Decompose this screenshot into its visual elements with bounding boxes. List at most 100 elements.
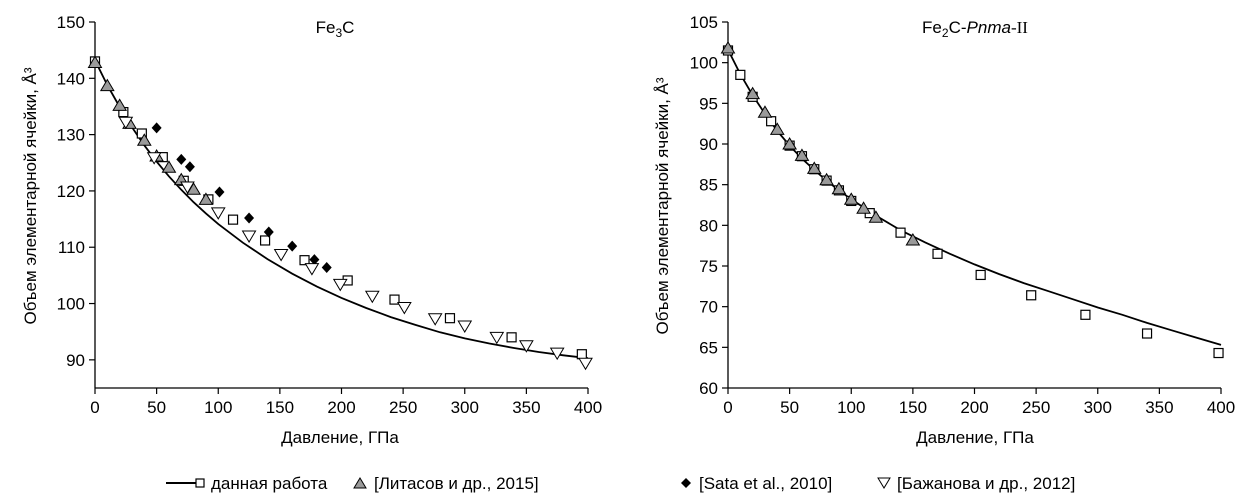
y-tick-label: 140 — [57, 69, 85, 88]
x-tick-label: 150 — [266, 398, 294, 417]
series-square-line — [89, 56, 589, 360]
data-point-triangle-down — [210, 207, 226, 220]
data-point-triangle — [757, 105, 773, 118]
x-tick-label: 250 — [1022, 398, 1050, 417]
data-point-square — [975, 269, 986, 281]
x-tick-label: 100 — [204, 398, 232, 417]
data-point-square — [389, 294, 400, 305]
x-tick-label: 0 — [723, 398, 732, 417]
data-point-square — [1213, 347, 1224, 359]
data-point-diamond — [244, 212, 255, 224]
legend-triangle-marker — [353, 477, 367, 489]
series-triangle-down-open — [118, 116, 593, 371]
data-point-square — [766, 116, 777, 127]
y-tick-label: 105 — [690, 13, 718, 32]
y-tick-label: 65 — [699, 338, 718, 357]
data-point-triangle-down — [304, 263, 320, 276]
legend-item-sata: [Sata et al., 2010] — [681, 474, 832, 493]
data-point-triangle — [806, 161, 822, 174]
chart-left-xlabel: Давление, ГПа — [281, 428, 399, 447]
chart-left-ylabel: Объем элементарной ячейки, Å³ — [21, 67, 40, 324]
data-point-triangle — [794, 148, 810, 161]
data-point-diamond — [309, 254, 320, 266]
data-point-triangle-down — [549, 347, 565, 361]
data-point-triangle-down — [396, 301, 412, 315]
data-point-square — [576, 349, 587, 360]
data-point-square — [259, 235, 271, 246]
data-point-triangle-down — [578, 357, 593, 371]
data-point-triangle-down — [489, 331, 505, 345]
data-point-triangle-down — [241, 230, 257, 243]
chart-left-plot: 0 50 100 150 200 250 300 350 400 90 100 110 120 130 14… — [57, 13, 603, 417]
legend-diamond-marker — [681, 478, 691, 488]
data-point-triangle — [819, 172, 834, 186]
y-tick-label: 90 — [66, 351, 85, 370]
y-tick-label: 110 — [58, 238, 85, 257]
series-square-line — [722, 45, 1224, 359]
x-tick-label: 150 — [899, 398, 927, 417]
fit-curve-line — [94, 59, 589, 360]
x-tick-label: 0 — [90, 398, 99, 417]
x-tick-label: 250 — [389, 398, 417, 417]
fit-curve-line — [727, 49, 1222, 346]
chart-right-title: Fe2C-Pnma-II — [922, 18, 1028, 40]
data-point-square — [299, 255, 310, 266]
x-tick-label: 100 — [837, 398, 865, 417]
data-point-diamond — [287, 240, 298, 252]
data-point-triangle — [856, 201, 871, 214]
data-point-triangle — [112, 98, 128, 111]
x-tick-label: 400 — [1207, 398, 1235, 417]
y-tick-label: 85 — [699, 176, 718, 195]
data-point-triangle-down — [180, 181, 195, 194]
legend-item-litasov: [Литасов и др., 2015] — [353, 474, 539, 493]
data-point-diamond — [184, 161, 195, 173]
x-tick-label: 50 — [780, 398, 799, 417]
data-point-triangle — [136, 133, 152, 146]
data-point-triangle — [769, 122, 785, 135]
legend-label: [Литасов и др., 2015] — [374, 474, 539, 493]
data-point-triangle — [831, 181, 847, 195]
plot-layer: 0 50 100 150 200 250 300 350 400 90 100 110 120 130 14… — [57, 13, 1236, 417]
legend-label: [Бажанова и др., 2012] — [897, 474, 1075, 493]
x-tick-label: 50 — [147, 398, 166, 417]
data-point-diamond — [263, 226, 274, 238]
y-tick-label: 100 — [57, 295, 85, 314]
data-point-square — [227, 214, 239, 225]
legend-item-this-work: данная работа — [166, 474, 328, 493]
y-tick-label: 60 — [699, 379, 718, 398]
y-tick-label: 75 — [699, 257, 718, 276]
chart-right-ylabel: Объем элементарной ячейки, Å³ — [653, 77, 672, 334]
chart-left-title: Fe3C — [316, 18, 355, 40]
data-point-triangle-down — [427, 313, 443, 326]
x-tick-label: 200 — [327, 398, 355, 417]
data-point-triangle — [782, 137, 798, 150]
data-point-square — [1026, 290, 1037, 301]
data-point-square — [1080, 309, 1091, 320]
data-point-triangle — [161, 160, 177, 173]
chart-left: Fe3C Давление, ГПа Объем элементарной яч… — [21, 18, 399, 447]
data-point-diamond — [321, 262, 332, 274]
data-point-triangle — [905, 232, 921, 246]
chart-right-xlabel: Давление, ГПа — [916, 428, 1034, 447]
data-point-triangle-down — [364, 290, 380, 304]
data-point-triangle — [99, 78, 115, 92]
legend-item-bazhanova: [Бажанова и др., 2012] — [877, 474, 1075, 493]
x-tick-label: 350 — [512, 398, 540, 417]
data-point-square — [735, 69, 746, 80]
legend-square-marker — [195, 478, 205, 488]
chart-right: Fe2C-Pnma-II Давление, ГПа Объем элемент… — [653, 18, 1034, 447]
legend-label: [Sata et al., 2010] — [699, 474, 832, 493]
data-point-triangle-down — [332, 278, 348, 292]
data-point-square — [444, 313, 456, 324]
x-tick-label: 300 — [451, 398, 479, 417]
data-point-triangle-down — [118, 116, 134, 130]
x-tick-label: 200 — [960, 398, 988, 417]
data-point-triangle-down — [457, 320, 473, 334]
y-tick-label: 95 — [699, 94, 718, 113]
y-tick-label: 120 — [57, 182, 85, 201]
y-tick-label: 80 — [699, 216, 718, 235]
y-tick-label: 130 — [57, 126, 85, 145]
legend-label: данная работа — [211, 474, 328, 493]
data-point-square — [506, 332, 517, 343]
